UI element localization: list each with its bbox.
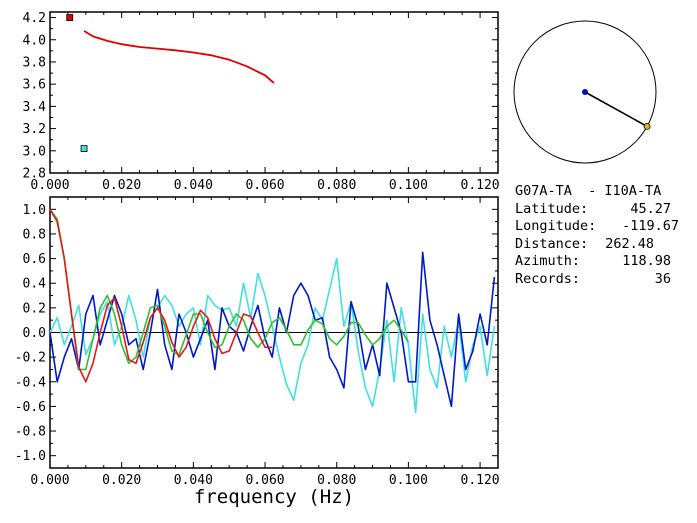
station-path-line <box>584 91 648 128</box>
bottom-plot-content: 0.000 0.020 0.040 0.060 0.080 0.100 0.120 1.0 0.… <box>15 196 500 488</box>
x-tick-label: 0.060 <box>245 473 284 488</box>
info-row-latitude: Latitude: 45.27 <box>515 201 679 219</box>
x-tick-label: 0.000 <box>30 473 69 488</box>
x-tick-label: 0.120 <box>461 473 500 488</box>
y-tick-label: 3.0 <box>23 144 46 159</box>
x-tick-label: 0.120 <box>461 178 500 193</box>
velocity-panel: 0.000 0.020 0.040 0.060 0.080 0.100 0.120 2.8 3.… <box>23 11 500 193</box>
x-tick-label: 0.020 <box>102 473 141 488</box>
station-pair: G07A-TA - I10A-TA <box>515 183 662 199</box>
y-tick-label: 4.0 <box>23 33 46 48</box>
center-station-marker <box>582 89 588 95</box>
y-tick-label: -0.6 <box>15 400 46 415</box>
info-row-azimuth: Azimuth: 118.98 <box>515 253 679 271</box>
x-axis-label: frequency (Hz) <box>194 486 354 508</box>
y-tick-label: 0.2 <box>23 301 46 316</box>
y-tick-label: -0.8 <box>15 425 46 440</box>
velocity-curve <box>83 30 275 84</box>
x-tick-label: 0.080 <box>317 178 356 193</box>
info-label: Latitude: <box>515 200 589 217</box>
x-tick-label: 0.040 <box>174 473 213 488</box>
data-marker <box>66 14 74 21</box>
info-row-longitude: Longitude: -119.67 <box>515 218 679 236</box>
y-tick-label: -1.0 <box>15 449 46 464</box>
station-info-panel: G07A-TA - I10A-TA Latitude: 45.27 Longitu… <box>515 183 679 289</box>
info-label: Longitude: <box>515 218 597 235</box>
x-tick-label: 0.060 <box>245 178 284 193</box>
info-row-records: Records: 36 <box>515 271 679 289</box>
x-tick-label: 0.100 <box>389 178 428 193</box>
top-plot-frame <box>49 11 499 174</box>
x-tick-label: 0.020 <box>102 178 141 193</box>
station-map <box>513 20 657 164</box>
info-value: -119.67 <box>622 218 679 235</box>
y-tick-label: 3.2 <box>23 122 46 137</box>
x-tick-label: 0.080 <box>317 473 356 488</box>
y-tick-label: 0.0 <box>23 326 46 341</box>
remote-station-marker <box>643 123 651 130</box>
y-tick-label: 3.8 <box>23 55 46 70</box>
map-circle <box>513 20 657 164</box>
correlation-trace <box>49 208 410 371</box>
y-tick-label: -0.4 <box>15 375 46 390</box>
y-tick-label: 0.4 <box>23 277 47 292</box>
y-tick-label: 0.6 <box>23 252 46 267</box>
info-value: 118.98 <box>622 253 671 270</box>
correlation-trace <box>49 251 496 408</box>
x-tick-label: 0.100 <box>389 473 428 488</box>
info-value: 36 <box>654 270 671 287</box>
info-label: Azimuth: <box>515 253 581 270</box>
y-tick-label: 3.6 <box>23 78 46 93</box>
info-value: 45.27 <box>630 200 671 217</box>
data-marker <box>80 145 88 152</box>
x-tick-label: 0.000 <box>30 178 69 193</box>
y-tick-label: 1.0 <box>23 203 46 218</box>
top-plot-content: 0.000 0.020 0.040 0.060 0.080 0.100 0.120 2.8 3.… <box>23 11 500 193</box>
info-label: Distance: <box>515 235 589 252</box>
y-tick-label: 2.8 <box>23 167 46 182</box>
y-tick-label: -0.2 <box>15 351 46 366</box>
info-value: 262.48 <box>605 235 654 252</box>
y-tick-label: 4.2 <box>23 11 46 26</box>
correlation-panel: 0.000 0.020 0.040 0.060 0.080 0.100 0.120 1.0 0.… <box>15 196 500 488</box>
x-tick-label: 0.040 <box>174 178 213 193</box>
correlation-trace <box>49 208 273 383</box>
info-label: Records: <box>515 270 581 287</box>
y-tick-label: 0.8 <box>23 227 46 242</box>
y-tick-label: 3.4 <box>23 100 47 115</box>
correlation-trace <box>49 257 496 414</box>
info-row-distance: Distance: 262.48 <box>515 236 679 254</box>
